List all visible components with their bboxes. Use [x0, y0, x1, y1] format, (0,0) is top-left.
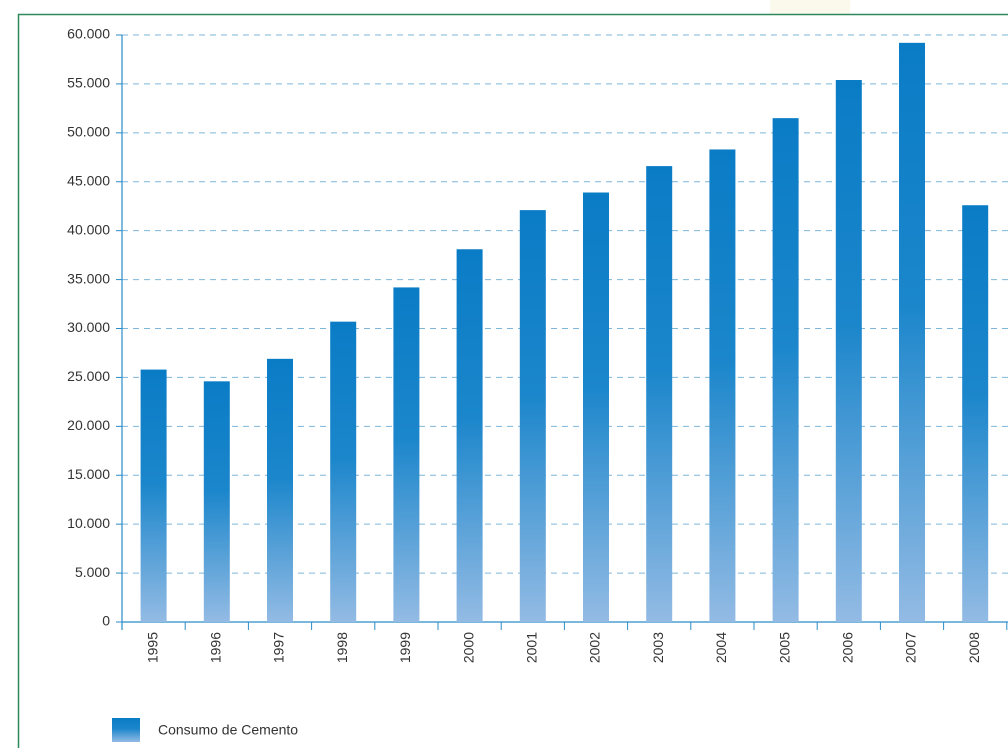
y-tick-label: 30.000: [67, 319, 110, 335]
bar: [709, 149, 736, 622]
y-tick-label: 50.000: [67, 124, 110, 140]
y-tick-label: 5.000: [75, 564, 110, 580]
y-tick-label: 0: [102, 613, 110, 629]
x-tick-label: 2005: [776, 632, 792, 663]
x-tick-label: 2007: [903, 632, 919, 663]
bar: [899, 42, 925, 623]
legend-swatch: [112, 718, 140, 742]
x-tick-label: 1996: [208, 632, 224, 663]
bar: [646, 166, 673, 622]
x-tick-label: 2002: [587, 632, 603, 663]
bar: [456, 249, 483, 622]
y-tick-label: 10.000: [67, 515, 110, 531]
bar: [835, 80, 862, 622]
x-tick-label: 2003: [650, 632, 666, 663]
background-patch: [770, 0, 850, 14]
x-tick-label: 2000: [460, 632, 476, 663]
bar: [393, 287, 420, 622]
bar: [583, 192, 609, 623]
bar: [772, 118, 799, 623]
bar: [140, 369, 167, 622]
y-tick-label: 15.000: [67, 466, 110, 482]
x-tick-label: 2004: [713, 632, 729, 663]
x-tick-label: 1998: [334, 632, 350, 663]
x-tick-label: 2001: [524, 632, 540, 663]
bar: [267, 358, 293, 622]
x-tick-label: 2008: [966, 632, 982, 663]
y-tick-label: 60.000: [67, 26, 110, 42]
y-tick-label: 25.000: [67, 368, 110, 384]
legend-label: Consumo de Cemento: [158, 722, 298, 738]
x-tick-label: 1997: [271, 632, 287, 663]
y-tick-label: 20.000: [67, 417, 110, 433]
bar: [962, 205, 989, 623]
x-tick-label: 1995: [144, 632, 160, 663]
y-tick-label: 45.000: [67, 172, 110, 188]
bar: [330, 321, 357, 622]
frame: [17, 13, 1008, 748]
bar: [203, 381, 230, 622]
x-tick-label: 1999: [397, 632, 413, 663]
y-tick-label: 40.000: [67, 221, 110, 237]
bar: [519, 210, 546, 622]
x-tick-label: 2006: [840, 632, 856, 663]
y-tick-label: 35.000: [67, 270, 110, 286]
y-tick-label: 55.000: [67, 75, 110, 91]
